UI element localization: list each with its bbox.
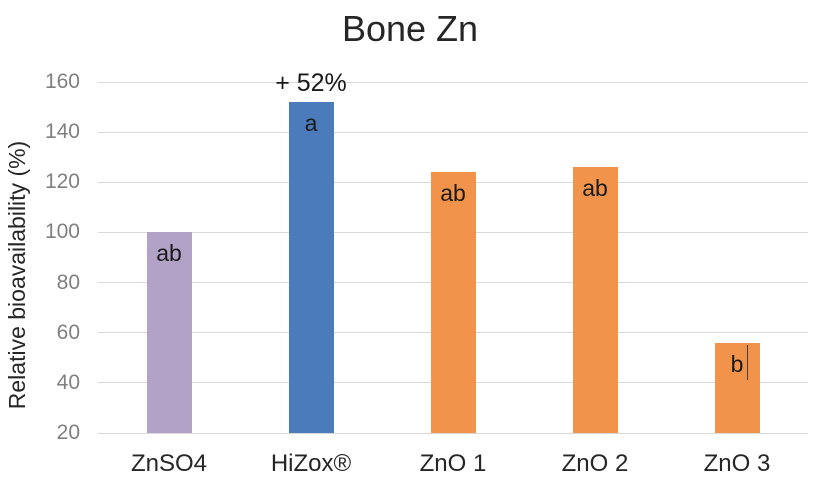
- significance-letter: ab: [156, 240, 182, 267]
- y-tick-label-160: 160: [44, 70, 80, 93]
- x-axis-label: ZnO 1: [419, 450, 487, 477]
- text-cursor-artifact: [747, 344, 748, 380]
- x-axis-label: ZnSO4: [130, 450, 208, 477]
- y-tick-label-120: 120: [44, 170, 80, 194]
- bar-zno-1: [430, 172, 476, 433]
- y-tick-label-100: 100: [44, 220, 80, 244]
- significance-letter: b: [730, 350, 744, 377]
- bar-znso4: [146, 232, 192, 433]
- y-tick-label-40: 40: [56, 370, 80, 394]
- gridline-160: [98, 81, 808, 83]
- gridline-140: [98, 131, 808, 133]
- bar-zno-3: [714, 342, 760, 433]
- bar-zno-2: [572, 167, 618, 433]
- y-tick-label-140: 140: [44, 120, 80, 144]
- significance-letter: a: [304, 110, 318, 137]
- significance-letter: ab: [440, 180, 466, 207]
- x-axis-label: ZnO 2: [561, 450, 629, 477]
- bar-hizox-: [288, 102, 334, 433]
- y-tick-label-80: 80: [56, 270, 80, 294]
- gridline-20: [98, 432, 808, 434]
- x-axis-label: HiZox®: [270, 450, 352, 477]
- y-tick-label-20: 20: [56, 421, 80, 444]
- bar-annotation: + 52%: [275, 69, 347, 98]
- significance-letter: ab: [582, 175, 608, 202]
- chart-title: Bone Zn: [341, 8, 479, 49]
- y-tick-label-60: 60: [56, 320, 80, 344]
- x-axis-label: ZnO 3: [703, 450, 771, 477]
